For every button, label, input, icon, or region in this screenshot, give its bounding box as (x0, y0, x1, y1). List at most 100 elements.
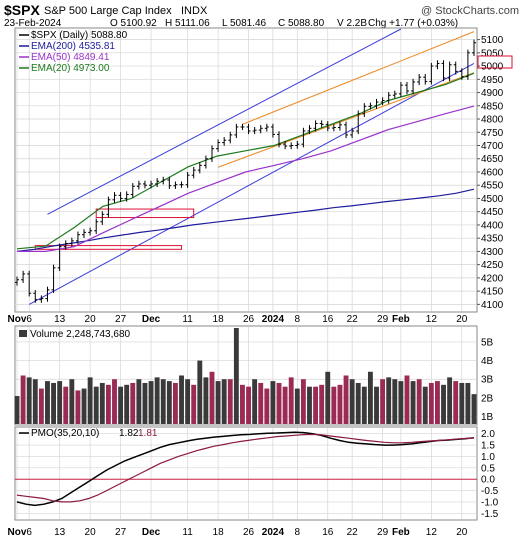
volume-bar (447, 377, 452, 424)
x-tick-label-bottom: 29 (377, 527, 389, 538)
volume-bar (234, 328, 239, 424)
pmo-tick-label: -1.0 (481, 497, 499, 508)
x-tick-label-bottom: 20 (456, 527, 468, 538)
chart-ticker: $SPX (4, 2, 40, 18)
volume-bar (136, 379, 141, 424)
legend-ema20: EMA(20) 4973.00 (31, 63, 110, 74)
volume-bar (264, 389, 269, 424)
x-tick-label: 20 (456, 314, 468, 325)
x-tick-label-bottom: 22 (347, 527, 359, 538)
y-tick-label: 5100 (481, 35, 504, 46)
y-tick-label: 5050 (481, 48, 504, 59)
x-tick-label: Nov (8, 314, 27, 325)
y-tick-label: 4150 (481, 287, 504, 298)
volume-bar (374, 387, 379, 424)
volume-bar (88, 377, 93, 424)
x-tick-label: 26 (243, 314, 255, 325)
y-tick-label: 4650 (481, 154, 504, 165)
volume-bar (417, 379, 422, 424)
volume-bar (167, 381, 172, 424)
x-tick-label: 16 (322, 314, 334, 325)
y-tick-label: 4350 (481, 234, 504, 245)
volume-bar (185, 379, 190, 424)
volume-bar (45, 381, 50, 424)
ohlc-close: C 5088.80 (278, 18, 325, 29)
volume-bar (386, 377, 391, 424)
x-tick-label-bottom: 2024 (262, 527, 285, 538)
y-tick-label: 4700 (481, 141, 504, 152)
volume-tick-label: 1B (481, 412, 494, 423)
pmo-tick-label: 2.0 (481, 429, 495, 440)
volume-bar (277, 383, 282, 424)
volume-bar (405, 376, 410, 425)
volume-bar (210, 372, 215, 424)
volume-bar (398, 381, 403, 424)
volume-bar (82, 389, 87, 424)
pmo-tick-label: 1.5 (481, 441, 495, 452)
volume-bar (161, 379, 166, 424)
y-tick-label: 4900 (481, 88, 504, 99)
ohlc-volume: V 2.2B (337, 18, 367, 29)
volume-tick-label: 5B (481, 337, 494, 348)
volume-bar (100, 383, 105, 424)
volume-bar (313, 387, 318, 424)
y-tick-label: 5000 (481, 62, 504, 73)
volume-bar (368, 372, 373, 424)
y-tick-label: 4100 (481, 300, 504, 311)
volume-bar (57, 381, 62, 424)
chart-title: S&P 500 Large Cap Index (44, 5, 172, 17)
y-tick-label: 4550 (481, 181, 504, 192)
volume-bar (203, 377, 208, 424)
volume-swatch (19, 330, 27, 337)
volume-bar (75, 390, 80, 424)
volume-bar (216, 381, 221, 424)
x-tick-label: Dec (142, 314, 161, 325)
y-tick-label: 4250 (481, 260, 504, 271)
x-tick-label-bottom: Nov (8, 527, 27, 538)
x-tick-label-bottom: 11 (182, 527, 193, 538)
volume-bar (143, 383, 148, 424)
volume-bar (21, 376, 26, 425)
volume-bar (258, 383, 263, 424)
volume-tick-label: 3B (481, 375, 494, 386)
volume-bar (33, 379, 38, 424)
pmo-signal-last: 1.81 (138, 428, 158, 439)
x-tick-label-bottom: 6 (26, 527, 32, 538)
volume-bar (289, 377, 294, 424)
pmo-tick-label: 0.0 (481, 475, 495, 486)
volume-bar (106, 385, 111, 424)
y-tick-label: 4950 (481, 75, 504, 86)
volume-bar (130, 383, 135, 424)
volume-bar (465, 383, 470, 424)
volume-tick-label: 4B (481, 356, 494, 367)
volume-bar (453, 381, 458, 424)
volume-bar (179, 376, 184, 425)
y-tick-label: 4750 (481, 128, 504, 139)
volume-bar (459, 383, 464, 424)
volume-bar (392, 379, 397, 424)
volume-bar (380, 379, 385, 424)
x-tick-label-bottom: 26 (243, 527, 255, 538)
y-tick-label: 4200 (481, 273, 504, 284)
chart-date: 23-Feb-2024 (4, 18, 62, 29)
volume-bar (228, 379, 233, 424)
pmo-tick-label: -1.5 (481, 509, 499, 520)
volume-bar (301, 379, 306, 424)
volume-bar (472, 394, 477, 424)
ohlc-high: H 5111.06 (165, 18, 210, 29)
volume-bar (344, 376, 349, 425)
volume-bar (331, 387, 336, 424)
volume-bar (362, 387, 367, 424)
volume-bar (63, 387, 68, 424)
volume-bar (307, 387, 312, 424)
pmo-tick-label: 0.5 (481, 463, 495, 474)
volume-bar (112, 379, 117, 424)
volume-bar (118, 387, 123, 424)
x-tick-label-bottom: Dec (142, 527, 161, 538)
volume-bar (15, 396, 20, 424)
pmo-last: 1.82 (119, 428, 139, 439)
x-tick-label-bottom: Feb (392, 527, 410, 538)
x-tick-label: 12 (426, 314, 438, 325)
